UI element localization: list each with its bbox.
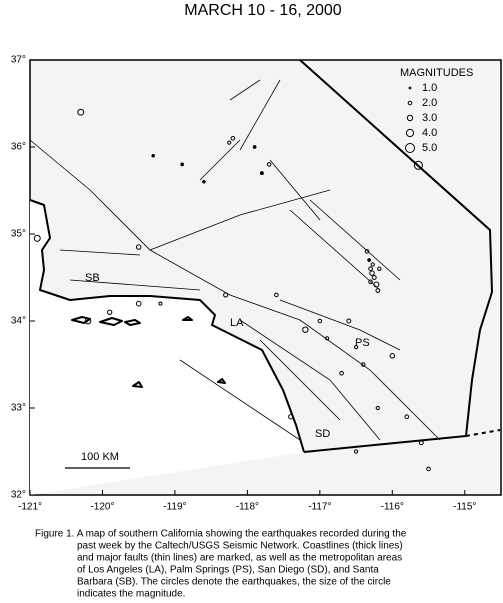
place-label: SB xyxy=(85,272,100,284)
earthquake xyxy=(364,249,370,254)
place-label: SD xyxy=(315,428,330,440)
legend-label: 4.0 xyxy=(422,127,437,139)
legend: MAGNITUDES 1.0 2.0 3.0 4.0 5.0 xyxy=(400,67,473,154)
caption-line: of Los Angeles (LA), Palm Springs (PS), … xyxy=(77,565,379,576)
earthquake xyxy=(373,281,380,288)
x-tick-label: -120° xyxy=(90,502,114,513)
earthquake xyxy=(151,153,155,158)
earthquake xyxy=(324,336,330,341)
earthquake xyxy=(230,136,236,141)
legend-marker xyxy=(405,128,415,138)
state-border xyxy=(299,59,494,437)
earthquake xyxy=(266,162,272,167)
border-dashed xyxy=(465,429,501,437)
earthquake xyxy=(375,288,381,293)
y-tick-label: 37° xyxy=(11,55,26,66)
coastline xyxy=(29,199,305,453)
fault-garlock xyxy=(149,189,331,251)
place-label: PS xyxy=(355,337,370,349)
map-background xyxy=(29,59,502,496)
earthquake xyxy=(370,262,375,267)
earthquake xyxy=(339,370,344,376)
earthquake xyxy=(377,266,382,272)
earthquake xyxy=(77,108,85,116)
earthquake xyxy=(180,162,185,167)
legend-marker xyxy=(408,86,412,90)
map-title: MARCH 10 - 16, 2000 xyxy=(184,2,342,19)
y-tick-label: 32° xyxy=(11,490,26,501)
faults xyxy=(59,79,401,441)
earthquake xyxy=(135,300,142,307)
earthquake xyxy=(418,440,424,446)
caption-line: indicates the magnitude. xyxy=(77,589,185,600)
legend-marker xyxy=(407,100,413,106)
earthquake xyxy=(317,318,323,324)
place-label: LA xyxy=(230,317,244,329)
axes: -121° -120° -119° -118° -117° -116° -115° 32° 33… xyxy=(11,55,477,513)
earthquake xyxy=(346,318,352,324)
earthquake xyxy=(371,275,377,280)
scale-bar-label: 100 KM xyxy=(81,451,119,463)
earthquake xyxy=(413,160,423,170)
earthquake xyxy=(227,140,232,145)
x-tick-label: -116° xyxy=(381,502,404,513)
x-tick-label: -118° xyxy=(236,502,259,513)
earthquake xyxy=(353,449,359,454)
earthquake xyxy=(361,362,366,367)
y-tick-label: 34° xyxy=(11,316,26,327)
earthquake xyxy=(202,180,206,184)
legend-label: 5.0 xyxy=(422,142,437,154)
x-tick-label: -121° xyxy=(18,502,42,513)
earthquake xyxy=(259,171,264,176)
earthquake xyxy=(107,309,113,315)
legend-marker xyxy=(406,114,414,122)
earthquake xyxy=(288,413,294,420)
y-tick-label: 35° xyxy=(11,229,26,240)
earthquake xyxy=(368,279,373,285)
earthquake xyxy=(223,292,229,298)
earthquake xyxy=(368,266,373,272)
earthquake xyxy=(33,234,41,242)
caption-line: Figure 1. A map of southern California s… xyxy=(35,529,407,540)
earthquake xyxy=(252,145,257,149)
legend-label: 2.0 xyxy=(422,97,437,109)
earthquake xyxy=(274,292,279,298)
x-tick-label: -119° xyxy=(163,502,186,513)
caption-line: past week by the Caltech/USGS Seismic Ne… xyxy=(77,541,403,552)
legend-marker xyxy=(405,143,415,153)
legend-label: 1.0 xyxy=(422,82,437,94)
earthquake xyxy=(369,270,375,276)
earthquake xyxy=(158,301,163,306)
y-tick-label: 33° xyxy=(11,403,26,414)
x-tick-label: -115° xyxy=(453,502,476,513)
earthquakes xyxy=(33,108,431,472)
fault-san-andreas xyxy=(29,139,441,441)
earthquake xyxy=(367,258,371,262)
earthquake xyxy=(84,317,92,325)
x-tick-label: -117° xyxy=(308,502,331,513)
earthquake xyxy=(404,414,410,420)
caption-line: Barbara (SB). The circles denote the ear… xyxy=(77,577,391,588)
legend-title: MAGNITUDES xyxy=(400,67,473,79)
earthquake xyxy=(135,244,142,250)
legend-label: 3.0 xyxy=(422,112,437,124)
ocean xyxy=(30,200,304,495)
earthquake xyxy=(389,353,396,359)
earthquake xyxy=(302,326,309,333)
earthquake xyxy=(353,344,359,350)
earthquake xyxy=(375,405,380,411)
earthquake xyxy=(426,466,431,472)
y-tick-label: 36° xyxy=(11,142,26,153)
caption-line: and major faults (thin lines) are marked… xyxy=(77,553,402,564)
caption: Figure 1. A map of southern California s… xyxy=(35,529,407,600)
